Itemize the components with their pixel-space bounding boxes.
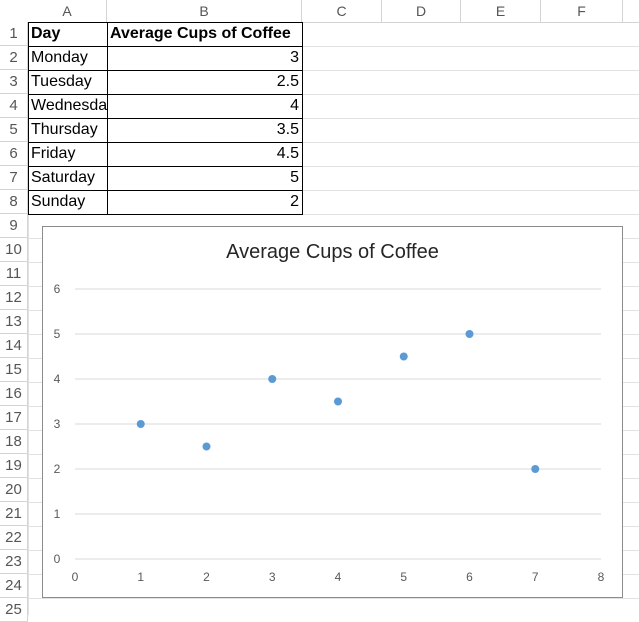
cell-b4[interactable]: 4 [290, 97, 299, 114]
row-header-7[interactable]: 7 [0, 166, 28, 190]
table-borders [28, 22, 303, 215]
column-header-c[interactable]: C [302, 0, 382, 22]
data-point-6[interactable] [465, 330, 474, 338]
row-header-4[interactable]: 4 [0, 94, 28, 118]
x-tick-label-0: 0 [72, 570, 79, 584]
row-header-1[interactable]: 1 [0, 22, 28, 46]
data-point-2[interactable] [202, 442, 211, 451]
column-header-e[interactable]: E [461, 0, 541, 22]
row-header-8[interactable]: 8 [0, 190, 28, 214]
row-header-13[interactable]: 13 [0, 310, 28, 334]
row-header-25[interactable]: 25 [0, 598, 28, 622]
row-header-21[interactable]: 21 [0, 502, 28, 526]
x-tick-label-8: 8 [598, 570, 605, 584]
row-header-19[interactable]: 19 [0, 454, 28, 478]
row-header-5[interactable]: 5 [0, 118, 28, 142]
column-header-a[interactable]: A [28, 0, 107, 22]
cell-b6[interactable]: 4.5 [276, 145, 299, 162]
cell-a1[interactable]: Day [31, 25, 61, 42]
y-tick-label-1: 1 [54, 507, 61, 521]
x-tick-label-6: 6 [466, 570, 473, 584]
row-header-22[interactable]: 22 [0, 526, 28, 550]
scatter-chart[interactable]: Average Cups of Coffee 0 1 2 3 4 5 6 0 1 2 3 4 5 6 7 8 [42, 226, 623, 598]
cell-a8[interactable]: Sunday [31, 193, 86, 210]
x-tick-label-3: 3 [269, 570, 276, 584]
cell-a4[interactable]: Wednesda [31, 97, 107, 114]
row-header-10[interactable]: 10 [0, 238, 28, 262]
data-point-5[interactable] [399, 352, 408, 361]
chart-plot-area[interactable]: 0 1 2 3 4 5 6 0 1 2 3 4 5 6 7 8 [43, 227, 622, 597]
x-tick-label-2: 2 [203, 570, 210, 584]
row-header-16[interactable]: 16 [0, 382, 28, 406]
column-header-f[interactable]: F [541, 0, 623, 22]
cell-a6[interactable]: Friday [31, 145, 76, 162]
row-header-17[interactable]: 17 [0, 406, 28, 430]
cell-a5[interactable]: Thursday [31, 121, 98, 138]
cell-b8[interactable]: 2 [290, 193, 299, 210]
data-point-4[interactable] [334, 397, 342, 406]
x-tick-label-5: 5 [400, 570, 407, 584]
column-header-g[interactable] [623, 0, 639, 22]
row-header-14[interactable]: 14 [0, 334, 28, 358]
row-header-12[interactable]: 12 [0, 286, 28, 310]
row-header-15[interactable]: 15 [0, 358, 28, 382]
row-header-11[interactable]: 11 [0, 262, 28, 286]
column-header-d[interactable]: D [382, 0, 461, 22]
cell-b2[interactable]: 3 [290, 49, 299, 66]
x-tick-label-7: 7 [532, 570, 539, 584]
row-header-23[interactable]: 23 [0, 550, 28, 574]
row-header-2[interactable]: 2 [0, 46, 28, 70]
y-tick-label-5: 5 [54, 327, 61, 341]
cell-b7[interactable]: 5 [290, 169, 299, 186]
data-point-7[interactable] [531, 465, 540, 473]
column-header-b[interactable]: B [107, 0, 302, 22]
y-tick-label-4: 4 [54, 372, 61, 386]
row-header-24[interactable]: 24 [0, 574, 28, 598]
row-header-6[interactable]: 6 [0, 142, 28, 166]
cell-b1[interactable]: Average Cups of Coffee [110, 25, 291, 42]
y-tick-label-0: 0 [54, 552, 61, 566]
row-header-3[interactable]: 3 [0, 70, 28, 94]
x-tick-label-4: 4 [335, 570, 342, 584]
row-header-9[interactable]: 9 [0, 214, 28, 238]
y-tick-label-3: 3 [54, 417, 61, 431]
y-tick-label-6: 6 [54, 282, 61, 296]
x-tick-label-1: 1 [137, 570, 144, 584]
cell-a2[interactable]: Monday [31, 49, 88, 66]
data-point-3[interactable] [268, 375, 277, 383]
y-tick-label-2: 2 [54, 462, 61, 476]
cell-a7[interactable]: Saturday [31, 169, 96, 186]
cell-a3[interactable]: Tuesday [31, 73, 92, 90]
row-header-18[interactable]: 18 [0, 430, 28, 454]
chart-title[interactable]: Average Cups of Coffee [226, 241, 439, 263]
column-header-bar [0, 0, 639, 23]
data-point-1[interactable] [136, 420, 145, 428]
cell-b5[interactable]: 3.5 [276, 121, 299, 138]
row-header-20[interactable]: 20 [0, 478, 28, 502]
cell-b3[interactable]: 2.5 [276, 73, 299, 90]
